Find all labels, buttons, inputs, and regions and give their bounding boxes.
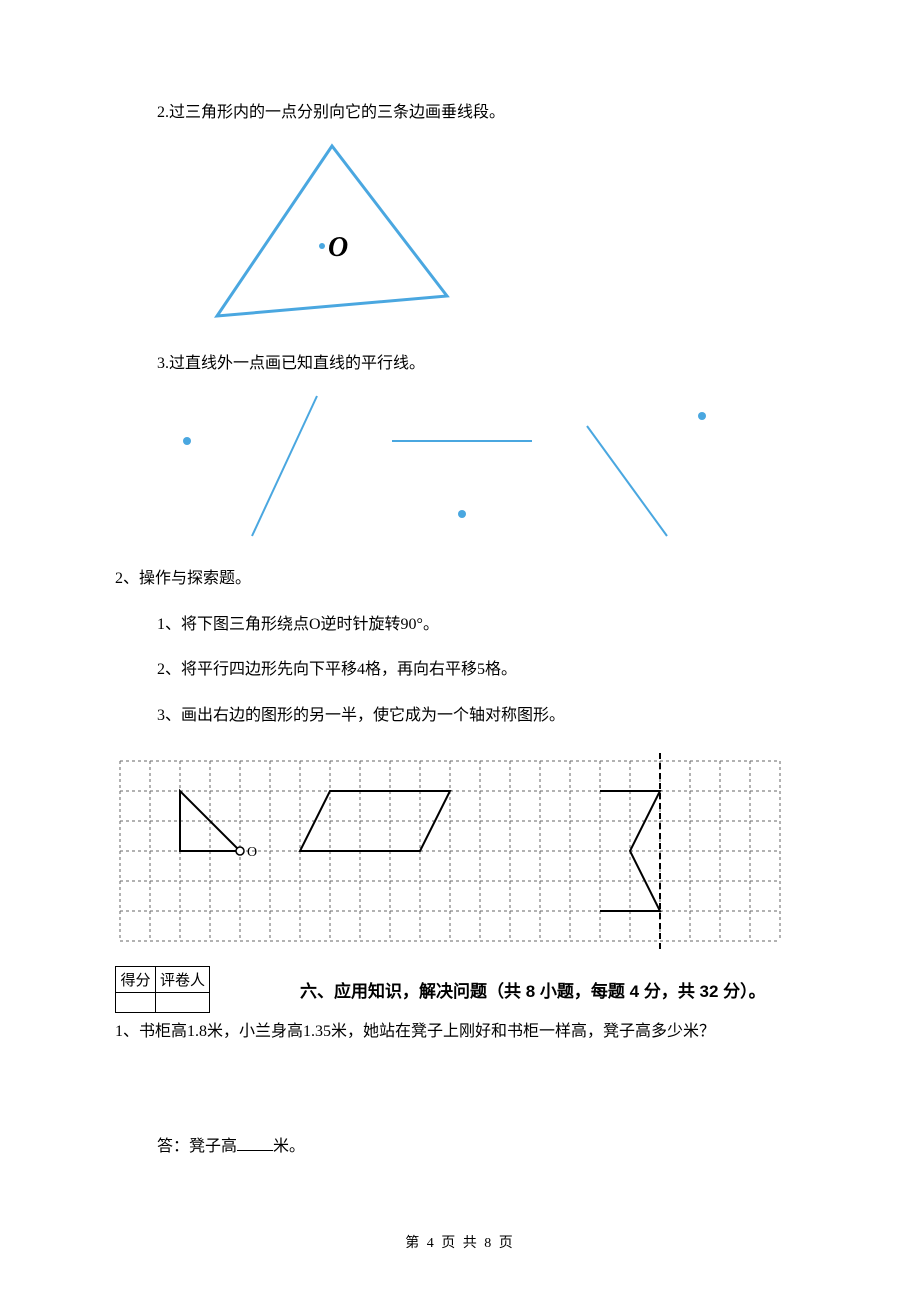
- question-3-text: 3.过直线外一点画已知直线的平行线。: [115, 351, 805, 377]
- score-header-1: 得分: [116, 966, 156, 992]
- grid-svg: O: [115, 751, 785, 951]
- score-table: 得分 评卷人: [115, 966, 210, 1013]
- score-cell-2: [156, 992, 210, 1012]
- answer-blank: [237, 1135, 273, 1151]
- subitem-2: 2、将平行四边形先向下平移4格，再向右平移5格。: [115, 657, 805, 683]
- answer-suffix: 米。: [273, 1138, 305, 1155]
- section-6-row: 得分 评卷人 六、应用知识，解决问题（共 8 小题，每题 4 分，共 32 分）…: [115, 966, 805, 1013]
- score-header-2: 评卷人: [156, 966, 210, 992]
- page-footer: 第 4 页 共 8 页: [0, 1232, 920, 1252]
- section-6-title: 六、应用知识，解决问题（共 8 小题，每题 4 分，共 32 分）。: [300, 977, 766, 1002]
- svg-text:O: O: [328, 232, 348, 263]
- subitem-1: 1、将下图三角形绕点O逆时针旋转90°。: [115, 612, 805, 638]
- problem-1-answer: 答：凳子高 米。: [115, 1134, 805, 1160]
- answer-prefix: 答：凳子高: [157, 1138, 237, 1155]
- problem-1-text: 1、书柜高1.8米，小兰身高1.35米，她站在凳子上刚好和书柜一样高，凳子高多少…: [115, 1019, 805, 1045]
- grid-figure: O: [115, 751, 805, 951]
- subitem-3: 3、画出右边的图形的另一半，使它成为一个轴对称图形。: [115, 703, 805, 729]
- parallel-figure: [157, 386, 805, 546]
- triangle-figure: O: [157, 136, 805, 331]
- parallel-svg: [157, 386, 717, 546]
- svg-text:O: O: [247, 845, 257, 860]
- score-cell-1: [116, 992, 156, 1012]
- question-main2-text: 2、操作与探索题。: [115, 566, 805, 592]
- question-2-text: 2.过三角形内的一点分别向它的三条边画垂线段。: [115, 100, 805, 126]
- triangle-svg: O: [157, 136, 467, 331]
